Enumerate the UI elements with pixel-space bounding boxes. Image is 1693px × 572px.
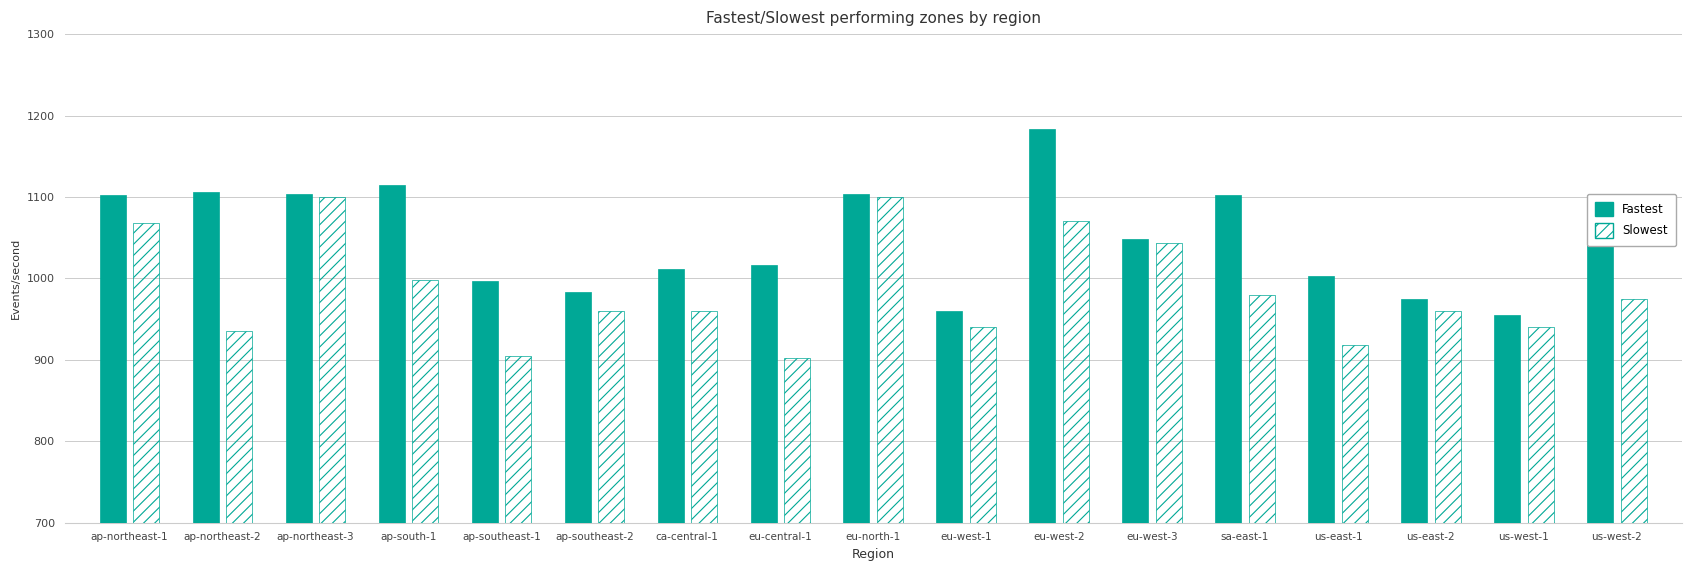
Bar bbox=[1434, 311, 1461, 572]
Bar bbox=[1402, 299, 1427, 572]
Bar bbox=[286, 194, 312, 572]
Bar bbox=[1216, 194, 1241, 572]
Bar bbox=[134, 223, 159, 572]
Bar bbox=[1495, 315, 1520, 572]
Bar bbox=[691, 311, 718, 572]
Bar bbox=[784, 358, 809, 572]
Bar bbox=[1063, 221, 1089, 572]
Bar bbox=[750, 265, 777, 572]
Bar bbox=[320, 197, 345, 572]
Bar bbox=[227, 331, 252, 572]
Y-axis label: Events/second: Events/second bbox=[12, 238, 20, 319]
Bar bbox=[411, 280, 438, 572]
Bar bbox=[1249, 295, 1275, 572]
Bar bbox=[472, 281, 498, 572]
Bar bbox=[505, 356, 532, 572]
Bar bbox=[843, 194, 870, 572]
Bar bbox=[1586, 196, 1613, 572]
Bar bbox=[379, 185, 405, 572]
Bar bbox=[193, 192, 218, 572]
Bar bbox=[1122, 239, 1148, 572]
Bar bbox=[877, 197, 902, 572]
Bar bbox=[1341, 345, 1368, 572]
Bar bbox=[936, 311, 962, 572]
Bar bbox=[1527, 327, 1554, 572]
Bar bbox=[1620, 299, 1647, 572]
Bar bbox=[598, 311, 625, 572]
Bar bbox=[970, 327, 995, 572]
Bar bbox=[1156, 244, 1182, 572]
Legend: Fastest, Slowest: Fastest, Slowest bbox=[1586, 193, 1676, 246]
X-axis label: Region: Region bbox=[852, 548, 894, 561]
Bar bbox=[657, 269, 684, 572]
Bar bbox=[100, 194, 125, 572]
Bar bbox=[1309, 276, 1334, 572]
Title: Fastest/Slowest performing zones by region: Fastest/Slowest performing zones by regi… bbox=[706, 11, 1041, 26]
Bar bbox=[1029, 129, 1055, 572]
Bar bbox=[564, 292, 591, 572]
